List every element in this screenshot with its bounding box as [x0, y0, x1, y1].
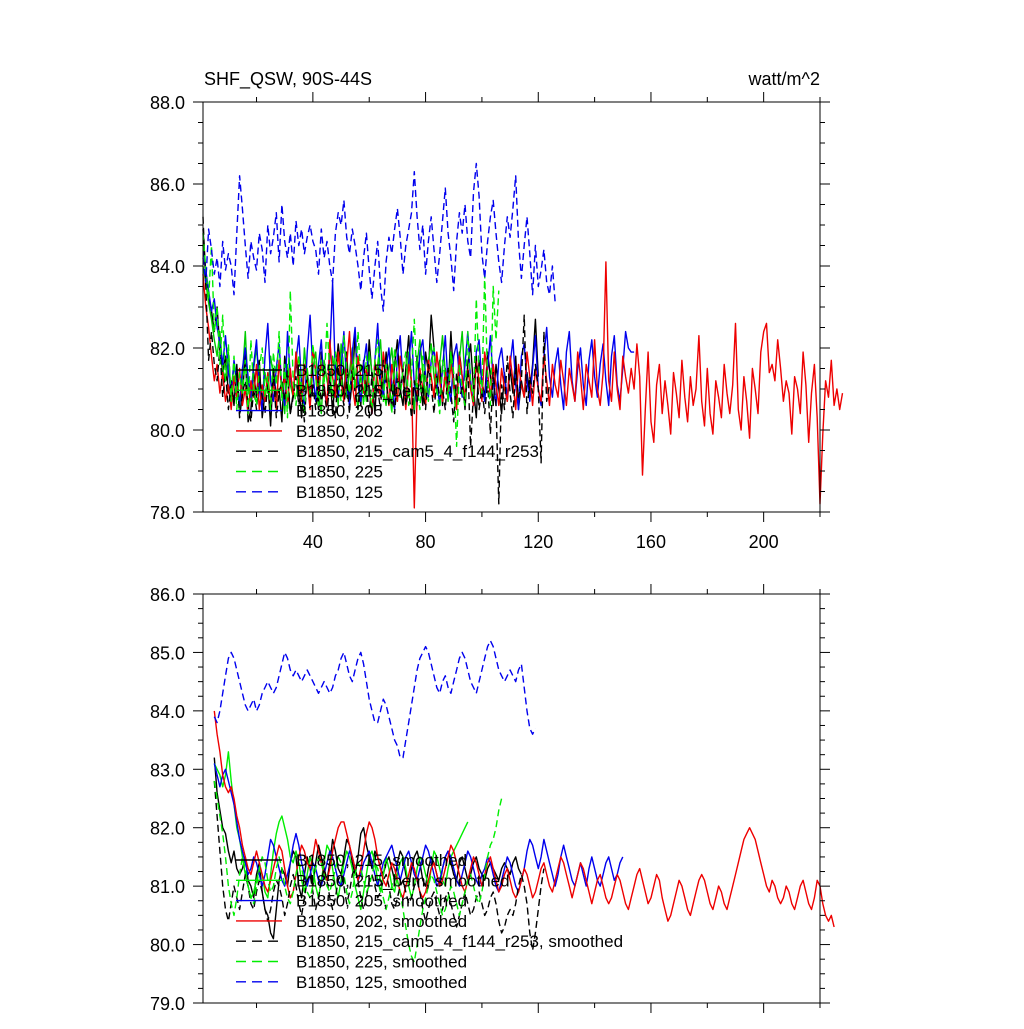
top-ytick-label: 88.0: [150, 93, 185, 113]
top-series-line-3: [202, 261, 844, 509]
bottom-series-line-3: [213, 710, 835, 928]
top-legend-label-0: B1850, 215: [296, 361, 383, 380]
top-ytick-label: 86.0: [150, 175, 185, 195]
bottom-series-group: [213, 640, 835, 963]
bottom-ytick-label: 79.0: [150, 994, 185, 1014]
top-ytick-label: 78.0: [150, 503, 185, 523]
top-legend-label-6: B1850, 125: [296, 483, 383, 502]
top-legend-label-3: B1850, 202: [296, 422, 383, 441]
bottom-ytick-label: 82.0: [150, 819, 185, 839]
bottom-legend-label-1: B1850, 215_bem, smoothed: [296, 871, 510, 890]
bottom-series-line-6: [213, 640, 537, 759]
bottom-ytick-label: 86.0: [150, 585, 185, 605]
bottom-legend-label-4: B1850, 215_cam5_4_f144_r253, smoothed: [296, 932, 623, 951]
top-series-group: [202, 162, 844, 509]
top-xtick-label: 120: [523, 532, 553, 552]
top-panel: SHF_QSW, 90S-44S watt/m^2 40 80 120 160 200 7…: [150, 69, 844, 552]
top-title: SHF_QSW, 90S-44S: [204, 69, 372, 90]
top-series-line-5: [202, 233, 500, 448]
top-xtick-label: 80: [416, 532, 436, 552]
top-series-line-6: [202, 162, 556, 312]
top-xtick-label: 40: [303, 532, 323, 552]
top-axes: 40 80 120 160 200 78.0 80.0 82.0 84.0 86.0 88.0: [150, 92, 830, 552]
top-ytick-label: 82.0: [150, 339, 185, 359]
bottom-axes: 79.0 80.0 81.0 82.0 83.0 84.0 85.0 86.0: [150, 584, 830, 1014]
bottom-series-line-5: [213, 780, 503, 963]
bottom-ytick-label: 85.0: [150, 643, 185, 663]
top-xtick-label: 200: [749, 532, 779, 552]
top-legend-label-4: B1850, 215_cam5_4_f144_r253: [296, 442, 539, 461]
bottom-legend-label-0: B1850, 215, smoothed: [296, 851, 467, 870]
top-legend-label-1: B1850, 215_bem: [296, 381, 426, 400]
top-series-line-4: [202, 216, 551, 505]
bottom-series-line-4: [213, 780, 545, 952]
bottom-legend-label-3: B1850, 202, smoothed: [296, 912, 467, 931]
top-units: watt/m^2: [748, 69, 820, 89]
bottom-ytick-label: 83.0: [150, 760, 185, 780]
bottom-legend-label-5: B1850, 225, smoothed: [296, 953, 467, 972]
top-xtick-label: 160: [636, 532, 666, 552]
bottom-legend-label-6: B1850, 125, smoothed: [296, 973, 467, 992]
bottom-panel: 79.0 80.0 81.0 82.0 83.0 84.0 85.0 86.0 B1850, …: [150, 584, 835, 1014]
bottom-ytick-label: 80.0: [150, 936, 185, 956]
top-legend-label-5: B1850, 225: [296, 463, 383, 482]
bottom-ytick-label: 84.0: [150, 702, 185, 722]
bottom-legend-label-2: B1850, 205, smoothed: [296, 892, 467, 911]
top-ytick-label: 84.0: [150, 257, 185, 277]
top-legend-label-2: B1850, 205: [296, 402, 383, 421]
top-ytick-label: 80.0: [150, 421, 185, 441]
bottom-ytick-label: 81.0: [150, 877, 185, 897]
